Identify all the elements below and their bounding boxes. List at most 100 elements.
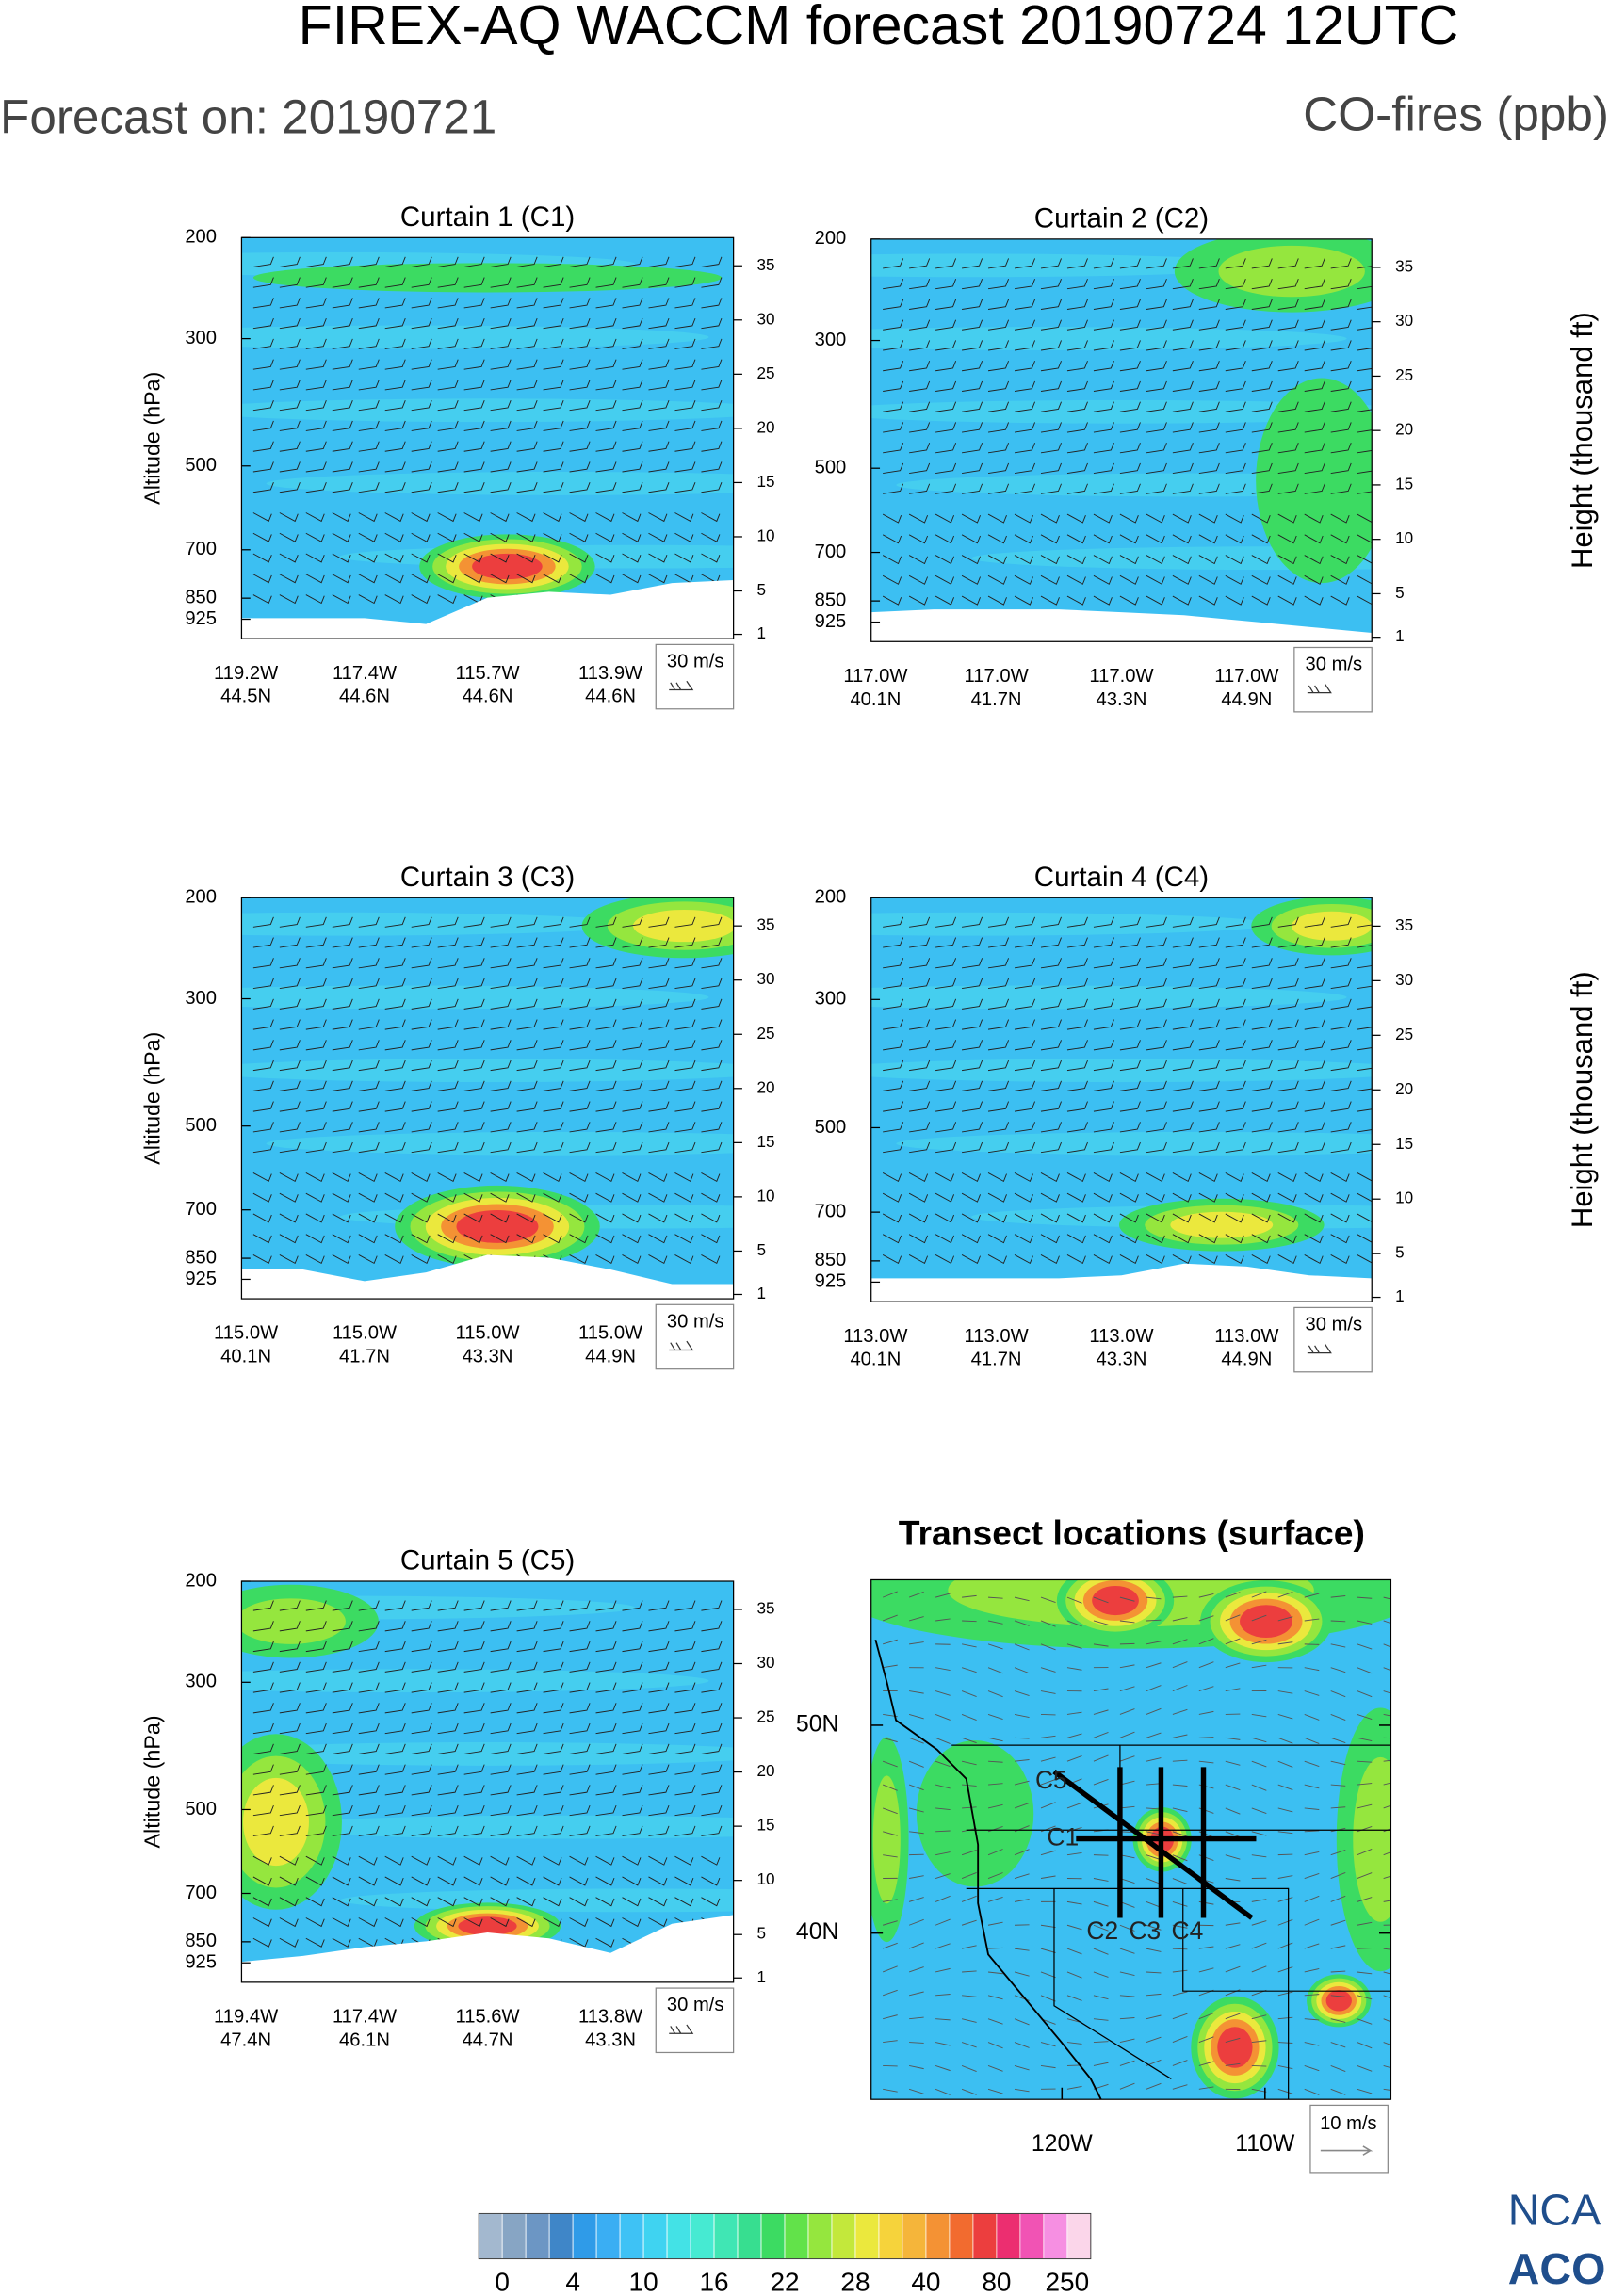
colorbar-box (996, 2213, 1021, 2259)
field-blob (243, 1777, 309, 1867)
colorbar-label: 80 (982, 2267, 1011, 2296)
y-tick-label: 850 (185, 1931, 217, 1951)
y-tick-label: 200 (185, 887, 217, 908)
y2-tick-label: 10 (756, 1187, 774, 1205)
y2-tick-label: 35 (756, 1599, 774, 1617)
field-blob (916, 1740, 1034, 1887)
y-tick-label: 50N (796, 1711, 839, 1738)
x-tick-label: 44.6N (585, 687, 636, 707)
wind-key-label: 30 m/s (667, 1995, 724, 2015)
logo-text: NCA (1508, 2186, 1601, 2235)
field-band (896, 473, 1373, 497)
y2-tick-label: 30 (756, 310, 774, 328)
x-tick-label: 119.2W (214, 663, 278, 684)
y2-tick-label: 20 (756, 1078, 774, 1096)
y-tick-label: 300 (815, 989, 847, 1010)
plot-frame (240, 236, 735, 639)
y2-tick-label: 10 (1395, 529, 1413, 547)
transect-label: C4 (1172, 1916, 1204, 1945)
field-band (896, 1131, 1373, 1156)
plot-frame (240, 1580, 735, 1983)
colorbar-box (925, 2213, 951, 2259)
x-tick-label: 44.6N (339, 687, 390, 707)
y2-tick-label: 30 (1395, 312, 1413, 330)
wind-barbs (882, 258, 1373, 606)
y2-tick-label: 15 (1395, 1135, 1413, 1153)
y-axis-label: Altitude (hPa) (139, 1715, 164, 1848)
y2-tick-label: 1 (1395, 1287, 1405, 1305)
y-tick-label: 850 (185, 588, 217, 608)
y-tick-label: 700 (815, 542, 847, 562)
wind-key-barb (669, 1340, 694, 1351)
panel-title: Curtain 2 (C2) (1034, 202, 1209, 234)
x-tick-label: 41.7N (971, 689, 1022, 710)
y2-tick-label: 1 (756, 624, 766, 642)
y2-tick-label: 5 (756, 1925, 766, 1943)
colorbar-label: 16 (699, 2267, 728, 2296)
colorbar-label: 250 (1046, 2267, 1090, 2296)
field-blob (472, 553, 543, 580)
x-tick-label: 41.7N (971, 1350, 1022, 1370)
colorbar-box (854, 2213, 880, 2259)
x-tick-label: 115.0W (455, 1323, 519, 1344)
y-tick-label: 700 (185, 1883, 217, 1903)
field-blob (458, 1916, 517, 1936)
variable-label: CO-fires (ppb) (1303, 87, 1609, 140)
y-tick-label: 300 (185, 328, 217, 348)
x-tick-label: 113.0W (843, 1326, 907, 1347)
y2-tick-label: 1 (756, 1968, 766, 1986)
colorbar-box (949, 2213, 974, 2259)
x-tick-label: 117.4W (333, 2007, 397, 2028)
y-tick-label: 500 (815, 1117, 847, 1138)
x-tick-label: 44.9N (1221, 689, 1272, 710)
y2-tick-label: 1 (1395, 627, 1405, 645)
panel-title: Curtain 3 (C3) (400, 862, 575, 893)
x-tick-label: 115.0W (214, 1323, 278, 1344)
colorbar-box (1019, 2213, 1045, 2259)
x-tick-label: 47.4N (220, 2029, 271, 2050)
contour-field (870, 238, 1373, 642)
x-tick-label: 44.9N (585, 1347, 636, 1367)
panel-title: Curtain 5 (C5) (400, 1545, 575, 1576)
colorbar-box (666, 2213, 691, 2259)
y-tick-label: 700 (185, 539, 217, 559)
wind-barbs (252, 1600, 723, 1948)
y2-axis-label: Height (thousand ft) (1566, 971, 1599, 1228)
y2-tick-label: 30 (756, 1654, 774, 1672)
y-tick-label: 925 (185, 1952, 217, 1973)
y-tick-label: 850 (815, 590, 847, 610)
y2-axis-label: Height (thousand ft) (1566, 312, 1599, 569)
wind-key-box (1293, 646, 1373, 713)
y2-tick-label: 20 (1395, 1080, 1413, 1098)
colorbar-label: 10 (629, 2267, 658, 2296)
x-tick-label: 117.0W (843, 666, 907, 687)
field-blob (1291, 911, 1373, 941)
x-tick-label: 117.4W (333, 663, 397, 684)
x-tick-label: 40.1N (220, 1347, 271, 1367)
field-band (870, 985, 1347, 1010)
field-blob (1217, 2027, 1253, 2068)
x-tick-label: 43.3N (585, 2029, 636, 2050)
x-tick-label: 113.0W (965, 1326, 1029, 1347)
terrain (241, 1254, 734, 1300)
colorbar-label: 28 (840, 2267, 870, 2296)
y2-tick-label: 5 (756, 581, 766, 599)
field-band (241, 1669, 709, 1693)
wind-arrows (882, 1591, 1391, 2095)
colorbar-box (1043, 2213, 1068, 2259)
y2-tick-label: 25 (1395, 366, 1413, 384)
y2-tick-label: 10 (756, 1870, 774, 1888)
transect-label: C2 (1086, 1916, 1118, 1945)
wind-key-barb (1307, 683, 1332, 694)
terrain (241, 1915, 734, 1982)
y2-tick-label: 5 (1395, 584, 1405, 602)
field-blob (1170, 1211, 1274, 1238)
colorbar-box (972, 2213, 998, 2259)
x-tick-label: 117.0W (965, 666, 1029, 687)
colorbar-box (784, 2213, 809, 2259)
y2-tick-label: 5 (756, 1241, 766, 1259)
x-tick-label: 44.7N (463, 2029, 513, 2050)
figure-title: FIREX-AQ WACCM forecast 20190724 12UTC (299, 0, 1459, 57)
y2-tick-label: 15 (756, 473, 774, 491)
forecast-date: Forecast on: 20190721 (0, 90, 496, 144)
